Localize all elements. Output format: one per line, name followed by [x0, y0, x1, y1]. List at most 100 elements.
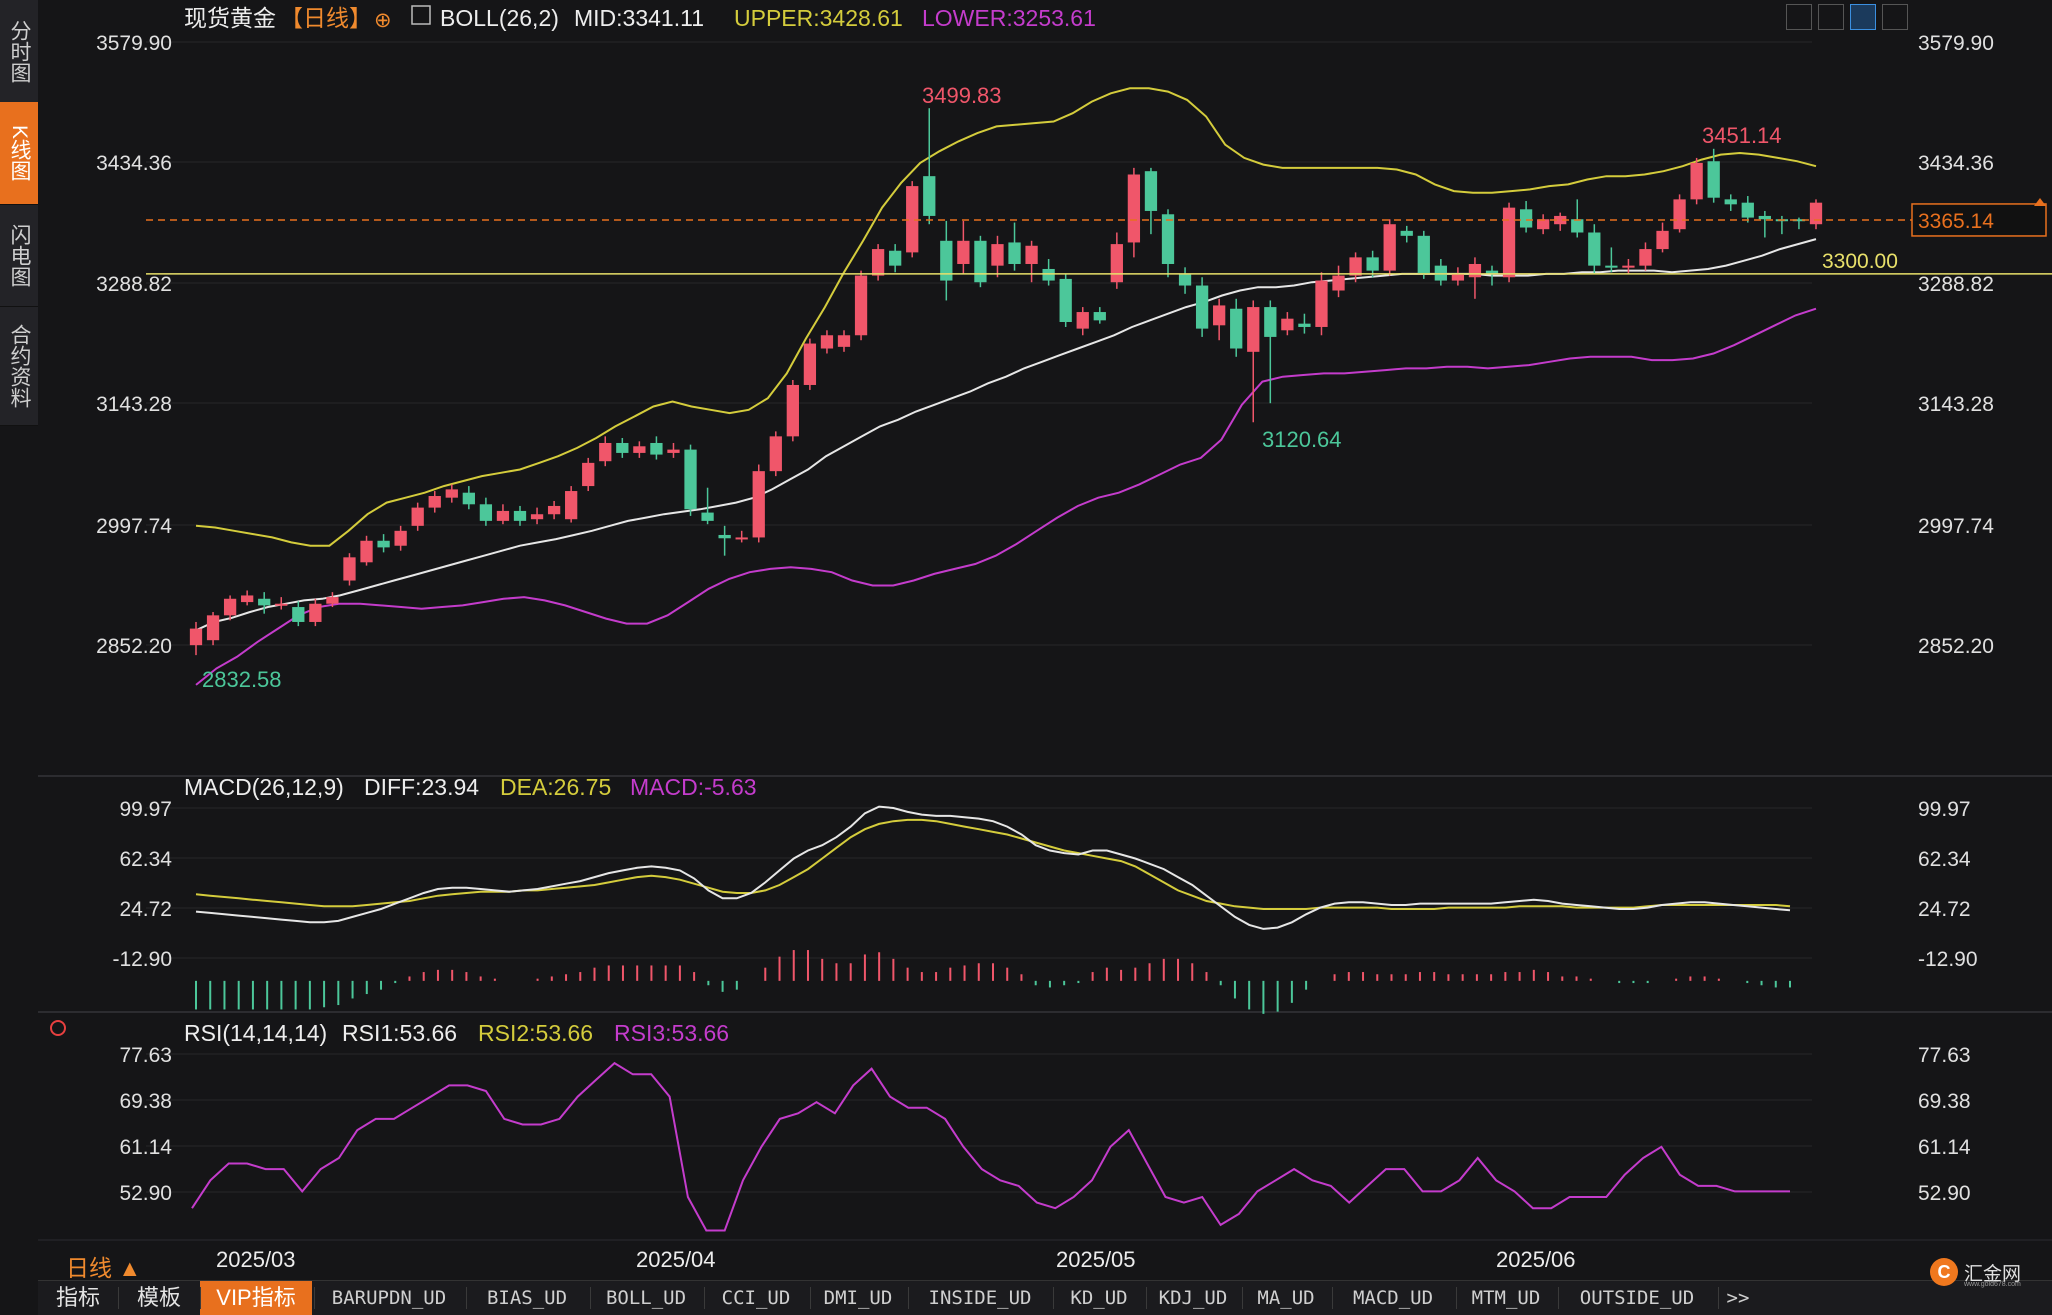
- indicator-tab[interactable]: BOLL_UD: [605, 1287, 687, 1309]
- indicator-tab[interactable]: MA_UD: [1257, 1287, 1315, 1309]
- candle[interactable]: [1537, 219, 1550, 230]
- candle[interactable]: [1008, 242, 1021, 264]
- candle[interactable]: [1247, 307, 1260, 352]
- indicator-tab[interactable]: KDJ_UD: [1158, 1287, 1228, 1309]
- candle[interactable]: [616, 442, 629, 453]
- candle[interactable]: [1707, 161, 1720, 198]
- indicator-tab[interactable]: >>: [1726, 1287, 1750, 1309]
- candle[interactable]: [1605, 265, 1618, 268]
- candle[interactable]: [223, 598, 237, 616]
- candle[interactable]: [496, 510, 510, 521]
- candle[interactable]: [957, 240, 970, 264]
- chart-mode-icon[interactable]: [1850, 4, 1876, 30]
- candle[interactable]: [275, 603, 288, 606]
- indicator-tab[interactable]: DMI_UD: [823, 1287, 893, 1309]
- candle[interactable]: [1622, 265, 1635, 268]
- chart-area[interactable]: 3579.90 3579.90 3434.36 3434.36 3288.82 3288.…: [0, 0, 2052, 1280]
- candle[interactable]: [718, 534, 731, 539]
- candle[interactable]: [1417, 235, 1430, 274]
- candle[interactable]: [1366, 257, 1379, 271]
- candle[interactable]: [1809, 202, 1823, 225]
- candle[interactable]: [479, 504, 493, 521]
- candle[interactable]: [1315, 280, 1328, 327]
- candle[interactable]: [650, 442, 663, 455]
- candle[interactable]: [1195, 285, 1209, 329]
- candle[interactable]: [428, 496, 441, 508]
- candle[interactable]: [889, 250, 902, 266]
- candle[interactable]: [547, 505, 561, 515]
- candle[interactable]: [445, 489, 458, 498]
- candle[interactable]: [991, 244, 1004, 266]
- candle[interactable]: [1383, 224, 1396, 271]
- candle[interactable]: [326, 597, 339, 604]
- indicator-tab[interactable]: INSIDE_UD: [928, 1287, 1032, 1309]
- candle[interactable]: [377, 540, 390, 548]
- candle[interactable]: [1178, 273, 1192, 286]
- candle[interactable]: [1281, 318, 1294, 331]
- candle[interactable]: [1724, 199, 1737, 205]
- side-tab-3[interactable]: 合约资料: [0, 306, 38, 426]
- candle[interactable]: [599, 442, 612, 462]
- candle[interactable]: [206, 615, 220, 641]
- candle[interactable]: [241, 595, 254, 603]
- candle[interactable]: [837, 335, 851, 347]
- candle[interactable]: [309, 603, 322, 622]
- candle[interactable]: [786, 384, 799, 437]
- side-tab-1[interactable]: K线图: [0, 102, 38, 205]
- candle[interactable]: [1571, 219, 1584, 233]
- candle[interactable]: [1264, 307, 1277, 337]
- candle[interactable]: [1434, 265, 1447, 281]
- crosshair-icon[interactable]: [1786, 4, 1812, 30]
- candle[interactable]: [633, 446, 646, 453]
- indicator-tab[interactable]: BARUPDN_UD: [331, 1287, 447, 1309]
- indicator-tab[interactable]: KD_UD: [1070, 1287, 1128, 1309]
- candle[interactable]: [394, 530, 407, 546]
- candle[interactable]: [1588, 232, 1601, 266]
- indicator-tab[interactable]: MACD_UD: [1352, 1287, 1434, 1309]
- candle[interactable]: [530, 514, 544, 520]
- candle[interactable]: [684, 449, 697, 510]
- candle[interactable]: [701, 512, 714, 521]
- indicator-tab[interactable]: OUTSIDE_UD: [1579, 1287, 1695, 1309]
- candle[interactable]: [803, 343, 817, 385]
- candle[interactable]: [906, 186, 919, 253]
- candle[interactable]: [1741, 202, 1754, 218]
- candle[interactable]: [940, 240, 953, 281]
- fullscreen-icon[interactable]: [1882, 4, 1908, 30]
- indicator-tab[interactable]: BIAS_UD: [486, 1287, 568, 1309]
- candle[interactable]: [258, 598, 271, 606]
- indicator-tab[interactable]: CCI_UD: [721, 1287, 791, 1309]
- indicator-tab[interactable]: 指标: [55, 1285, 100, 1310]
- candle[interactable]: [1110, 244, 1123, 283]
- candle[interactable]: [1758, 215, 1771, 220]
- indicator-tab[interactable]: MTM_UD: [1471, 1287, 1541, 1309]
- candle[interactable]: [1332, 275, 1345, 291]
- candle[interactable]: [1690, 162, 1703, 200]
- candle[interactable]: [1673, 199, 1686, 230]
- period-selector[interactable]: 日线 ▲: [66, 1255, 142, 1281]
- candle[interactable]: [360, 540, 373, 563]
- indicator-settings-icon[interactable]: [411, 5, 431, 25]
- candle[interactable]: [974, 240, 987, 283]
- candle[interactable]: [1468, 263, 1482, 278]
- candle-mode-icon[interactable]: [1818, 4, 1844, 30]
- candle[interactable]: [752, 471, 765, 538]
- candle[interactable]: [1554, 215, 1567, 225]
- candle[interactable]: [1042, 268, 1055, 281]
- rsi-settings-icon[interactable]: [50, 1020, 66, 1036]
- candle[interactable]: [513, 510, 527, 521]
- candle[interactable]: [565, 491, 578, 520]
- candle[interactable]: [411, 507, 424, 526]
- candle[interactable]: [1161, 214, 1175, 264]
- candle[interactable]: [820, 335, 834, 349]
- candle[interactable]: [1639, 249, 1652, 266]
- indicator-tab[interactable]: 模板: [136, 1285, 181, 1310]
- candle[interactable]: [1093, 312, 1106, 321]
- candle[interactable]: [1400, 230, 1413, 236]
- candle[interactable]: [1025, 245, 1038, 264]
- candle[interactable]: [923, 176, 936, 216]
- candle[interactable]: [769, 436, 782, 472]
- candle[interactable]: [1059, 278, 1072, 322]
- candle[interactable]: [667, 449, 680, 453]
- candle[interactable]: [462, 492, 475, 505]
